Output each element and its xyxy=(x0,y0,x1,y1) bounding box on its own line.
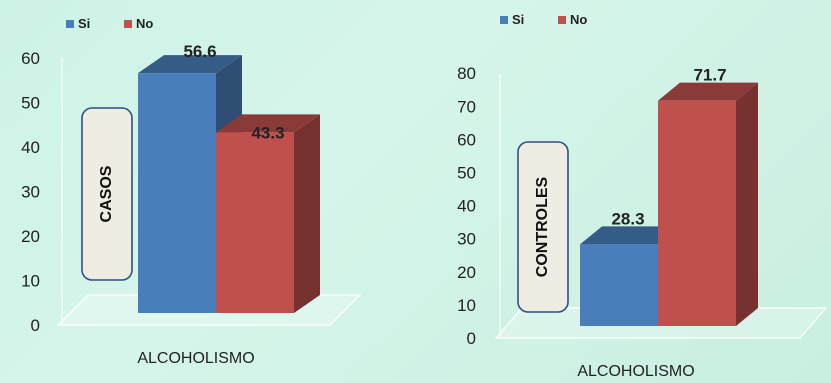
casos-legend-swatch xyxy=(124,20,132,28)
chart-casos: 0 10 20 30 40 50 60 56.6 43.3 Si No CASOS ALCOHOLISM… xyxy=(21,16,362,367)
controles-value-label: 28.3 xyxy=(611,209,644,228)
casos-y-tick-label: 50 xyxy=(21,94,40,113)
controles-x-axis-label: ALCOHOLISMO xyxy=(577,363,694,380)
controles-bar-side xyxy=(736,82,758,326)
casos-y-tick-label: 0 xyxy=(31,316,40,335)
casos-side-label: CASOS xyxy=(98,165,115,222)
casos-y-tick-label: 10 xyxy=(21,272,40,291)
controles-bar-front xyxy=(658,100,736,326)
controles-y-tick-label: 80 xyxy=(457,64,476,83)
controles-y-tick-label: 20 xyxy=(457,263,476,282)
controles-bar-no xyxy=(658,82,758,326)
controles-y-tick-label: 0 xyxy=(467,329,476,348)
casos-bar-top xyxy=(216,114,320,133)
controles-side-box xyxy=(517,141,569,313)
casos-x-axis-label: ALCOHOLISMO xyxy=(137,350,254,367)
casos-legend-label: Si xyxy=(78,16,90,31)
casos-y-tick-label: 30 xyxy=(21,183,40,202)
controles-legend-swatch xyxy=(500,16,508,24)
controles-legend-label: Si xyxy=(512,12,524,27)
controles-y-tick-label: 60 xyxy=(457,130,476,149)
controles-legend-swatch xyxy=(558,16,566,24)
casos-value-label: 56.6 xyxy=(183,42,216,61)
casos-y-tick-label: 60 xyxy=(21,49,40,68)
controles-bar-top xyxy=(658,82,758,101)
casos-legend-swatch xyxy=(66,20,74,28)
controles-y-tick-label: 70 xyxy=(457,97,476,116)
controles-y-tick-label: 10 xyxy=(457,296,476,315)
controles-y-tick-label: 30 xyxy=(457,230,476,249)
controles-y-tick-label: 50 xyxy=(457,164,476,183)
casos-value-label: 43.3 xyxy=(251,123,284,142)
chart-controles: 0 10 20 30 40 50 60 70 80 28.3 71.7 Si No CONTROLES AL… xyxy=(457,12,828,380)
controles-bar-si xyxy=(580,226,680,326)
controles-value-label: 71.7 xyxy=(693,66,726,85)
casos-bar-front xyxy=(216,132,294,313)
casos-bar-no xyxy=(216,114,320,313)
casos-bar-front xyxy=(138,73,216,313)
casos-y-tick-label: 20 xyxy=(21,227,40,246)
casos-bar-top xyxy=(138,55,242,74)
controles-bar-front xyxy=(580,244,658,326)
controles-bar-top xyxy=(580,226,680,245)
controles-y-tick-label: 40 xyxy=(457,197,476,216)
casos-bar-side xyxy=(294,114,320,313)
controles-legend-label: No xyxy=(570,12,587,27)
casos-side-box xyxy=(81,107,133,281)
controles-side-label: CONTROLES xyxy=(534,176,551,277)
casos-legend-label: No xyxy=(136,16,153,31)
casos-y-tick-label: 40 xyxy=(21,138,40,157)
